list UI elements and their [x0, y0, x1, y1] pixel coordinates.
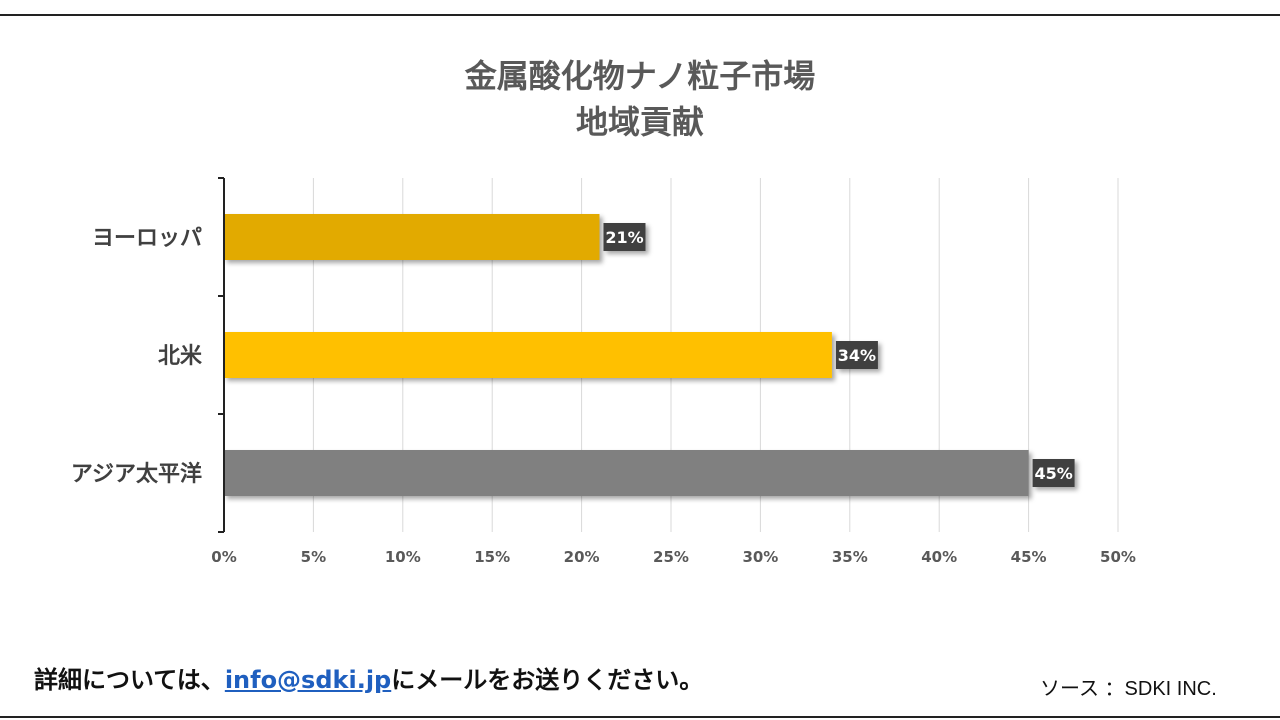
bar: [224, 332, 832, 378]
chart-title: 金属酸化物ナノ粒子市場: [464, 57, 816, 95]
x-tick-label: 15%: [474, 548, 510, 566]
x-tick-label: 30%: [742, 548, 778, 566]
data-label-box: [835, 341, 878, 369]
data-label: 21%: [605, 228, 643, 247]
x-tick-label: 40%: [921, 548, 957, 566]
data-label-box: [603, 223, 646, 251]
axes: 0% 5% 10% 15% 20% 25% 30% 35% 40% 45% 50% ヨーロッパ北米アジ…: [71, 177, 1136, 566]
x-tick-label: 0%: [211, 548, 236, 566]
top-rule: [0, 14, 1280, 16]
contact-prefix: 詳細については、: [34, 666, 225, 694]
category-label: 北米: [158, 344, 203, 369]
contact-note: 詳細については、info@sdki.jpにメールをお送りください。: [34, 660, 703, 695]
data-label: 45%: [1034, 464, 1072, 483]
source-note: ソース ：SDKI INC.: [1040, 678, 1217, 700]
bar: [224, 214, 600, 260]
x-tick-label: 10%: [385, 548, 421, 566]
contact-email-link[interactable]: info@sdki.jp: [224, 666, 392, 694]
chart-subtitle: 地域貢献: [575, 103, 704, 141]
bars: [224, 214, 1029, 496]
bottom-rule: [0, 716, 1280, 718]
bar: [224, 450, 1029, 496]
x-tick-label: 50%: [1100, 548, 1136, 566]
x-tick-label: 25%: [653, 548, 689, 566]
category-label: ヨーロッパ: [92, 226, 202, 251]
x-tick-label: 20%: [564, 548, 600, 566]
contact-suffix: にメールをお送りください。: [391, 666, 704, 694]
data-label: 34%: [838, 346, 876, 365]
data-label-box: [1032, 459, 1075, 487]
x-tick-label: 5%: [301, 548, 326, 566]
category-label: アジア太平洋: [71, 461, 202, 487]
data-labels: 21% 34% 45%: [603, 223, 1075, 487]
x-tick-label: 35%: [832, 548, 868, 566]
x-tick-label: 45%: [1011, 548, 1047, 566]
